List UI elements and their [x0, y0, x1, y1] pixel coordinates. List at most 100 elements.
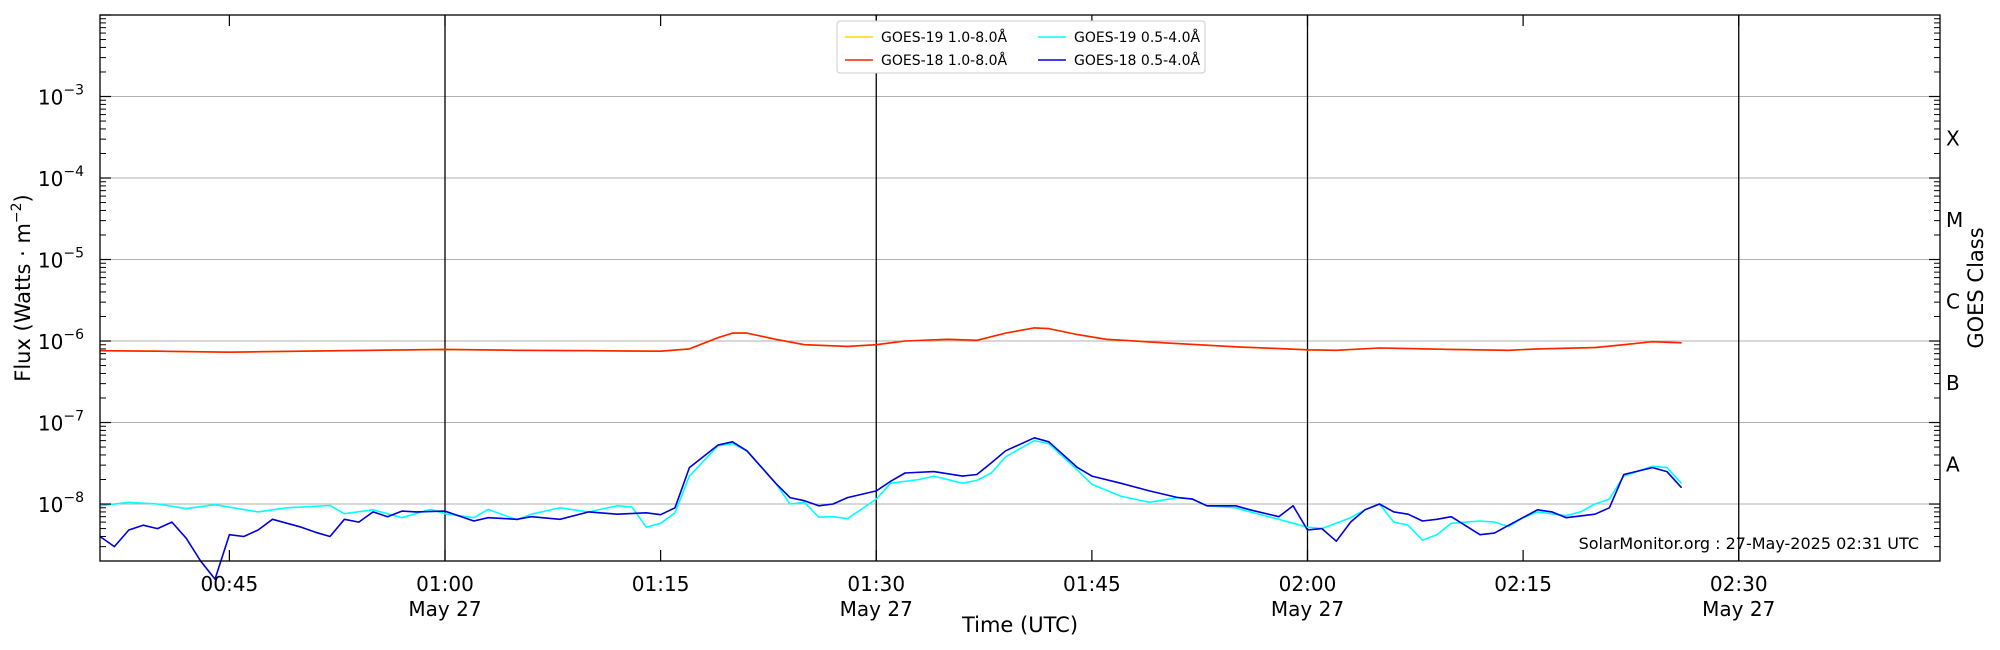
data-point [890, 482, 892, 484]
data-point [214, 504, 216, 506]
x-tick-label: 01:15 [632, 572, 690, 596]
data-point [315, 531, 317, 533]
data-point [832, 516, 834, 518]
data-point [660, 514, 662, 516]
data-point [789, 497, 791, 499]
data-point [1235, 507, 1237, 509]
data-point [1005, 450, 1007, 452]
data-point [516, 518, 518, 520]
y-tick-label: 10−4 [38, 164, 84, 191]
data-point [1680, 482, 1682, 484]
data-point [516, 349, 518, 351]
data-point [430, 508, 432, 510]
data-point [846, 497, 849, 499]
data-point [1005, 456, 1007, 458]
data-point [731, 441, 734, 443]
data-point [1033, 327, 1035, 329]
data-point [731, 332, 734, 334]
y-tick-base: 10 [38, 493, 63, 517]
data-point [933, 475, 935, 477]
data-point [386, 516, 389, 518]
data-point [1249, 511, 1251, 513]
data-point [1551, 511, 1553, 513]
data-point [674, 507, 676, 509]
data-point [1033, 437, 1035, 439]
data-point [746, 332, 748, 334]
data-point [358, 521, 360, 523]
data-point [803, 501, 806, 503]
data-point [1421, 539, 1424, 541]
data-point [775, 482, 777, 484]
data-point [1565, 515, 1567, 517]
x-tick-label: 02:00 [1279, 572, 1337, 596]
data-point [113, 546, 115, 548]
data-point [1091, 483, 1093, 485]
data-point [616, 505, 619, 507]
data-point [1565, 517, 1567, 519]
x-tick-label: 01:45 [1063, 572, 1121, 596]
data-point [559, 507, 561, 509]
data-point [1407, 524, 1409, 526]
data-point [1163, 342, 1165, 344]
data-point [1493, 521, 1495, 523]
data-point [1350, 517, 1352, 519]
data-point [660, 350, 662, 352]
data-point [688, 475, 691, 477]
data-point [990, 472, 992, 474]
data-point [1278, 518, 1280, 520]
data-point [1191, 498, 1194, 500]
goes-class-label: B [1946, 371, 1960, 395]
data-point [1148, 490, 1150, 492]
data-point [228, 351, 230, 353]
data-point [142, 524, 144, 526]
horizontal-grid [100, 96, 1940, 505]
data-point [286, 507, 288, 509]
data-point [415, 511, 417, 513]
x-tick-label: 00:45 [201, 572, 259, 596]
y-tick-base: 10 [38, 412, 63, 436]
data-point [1048, 443, 1050, 445]
data-point [1436, 534, 1438, 536]
legend-box [836, 20, 1206, 74]
data-point [214, 578, 216, 580]
data-point [1479, 534, 1481, 536]
y-tick-label: 10−5 [38, 246, 84, 273]
data-point [1148, 501, 1150, 503]
y-tick-base: 10 [38, 167, 63, 191]
x-axis-title: Time (UTC) [961, 613, 1078, 637]
y-tick-exponent: −5 [63, 246, 84, 262]
data-point [1048, 441, 1050, 443]
data-point [1206, 505, 1208, 507]
y-tick-exponent: −4 [63, 164, 84, 180]
y-tick-label: 10−7 [38, 409, 84, 436]
data-point [588, 350, 590, 352]
data-point [487, 508, 489, 510]
data-point [731, 443, 734, 445]
data-point [1623, 344, 1625, 346]
plot-frame [99, 14, 1941, 562]
x-tick-date-label: May 27 [1271, 597, 1344, 621]
y-tick-label: 10−8 [38, 490, 84, 517]
data-point [976, 339, 978, 341]
data-point [300, 350, 302, 352]
x-tick-label: 02:30 [1710, 572, 1768, 596]
data-point [243, 535, 245, 538]
data-point [530, 513, 532, 515]
legend-label-goes19-short: GOES-19 0.5-4.0Å [1074, 29, 1200, 46]
data-point [1378, 347, 1380, 349]
x-tick-date-label: May 27 [840, 597, 913, 621]
goes-class-label: X [1946, 126, 1960, 150]
data-point [372, 511, 374, 513]
data-point [401, 517, 403, 519]
data-point [1120, 482, 1122, 484]
data-point [818, 516, 820, 518]
data-point [1378, 503, 1380, 505]
data-point [156, 503, 159, 505]
data-point [875, 498, 877, 500]
y-tick-label: 10−6 [38, 327, 84, 354]
data-point [1651, 467, 1654, 469]
data-point [616, 513, 619, 515]
